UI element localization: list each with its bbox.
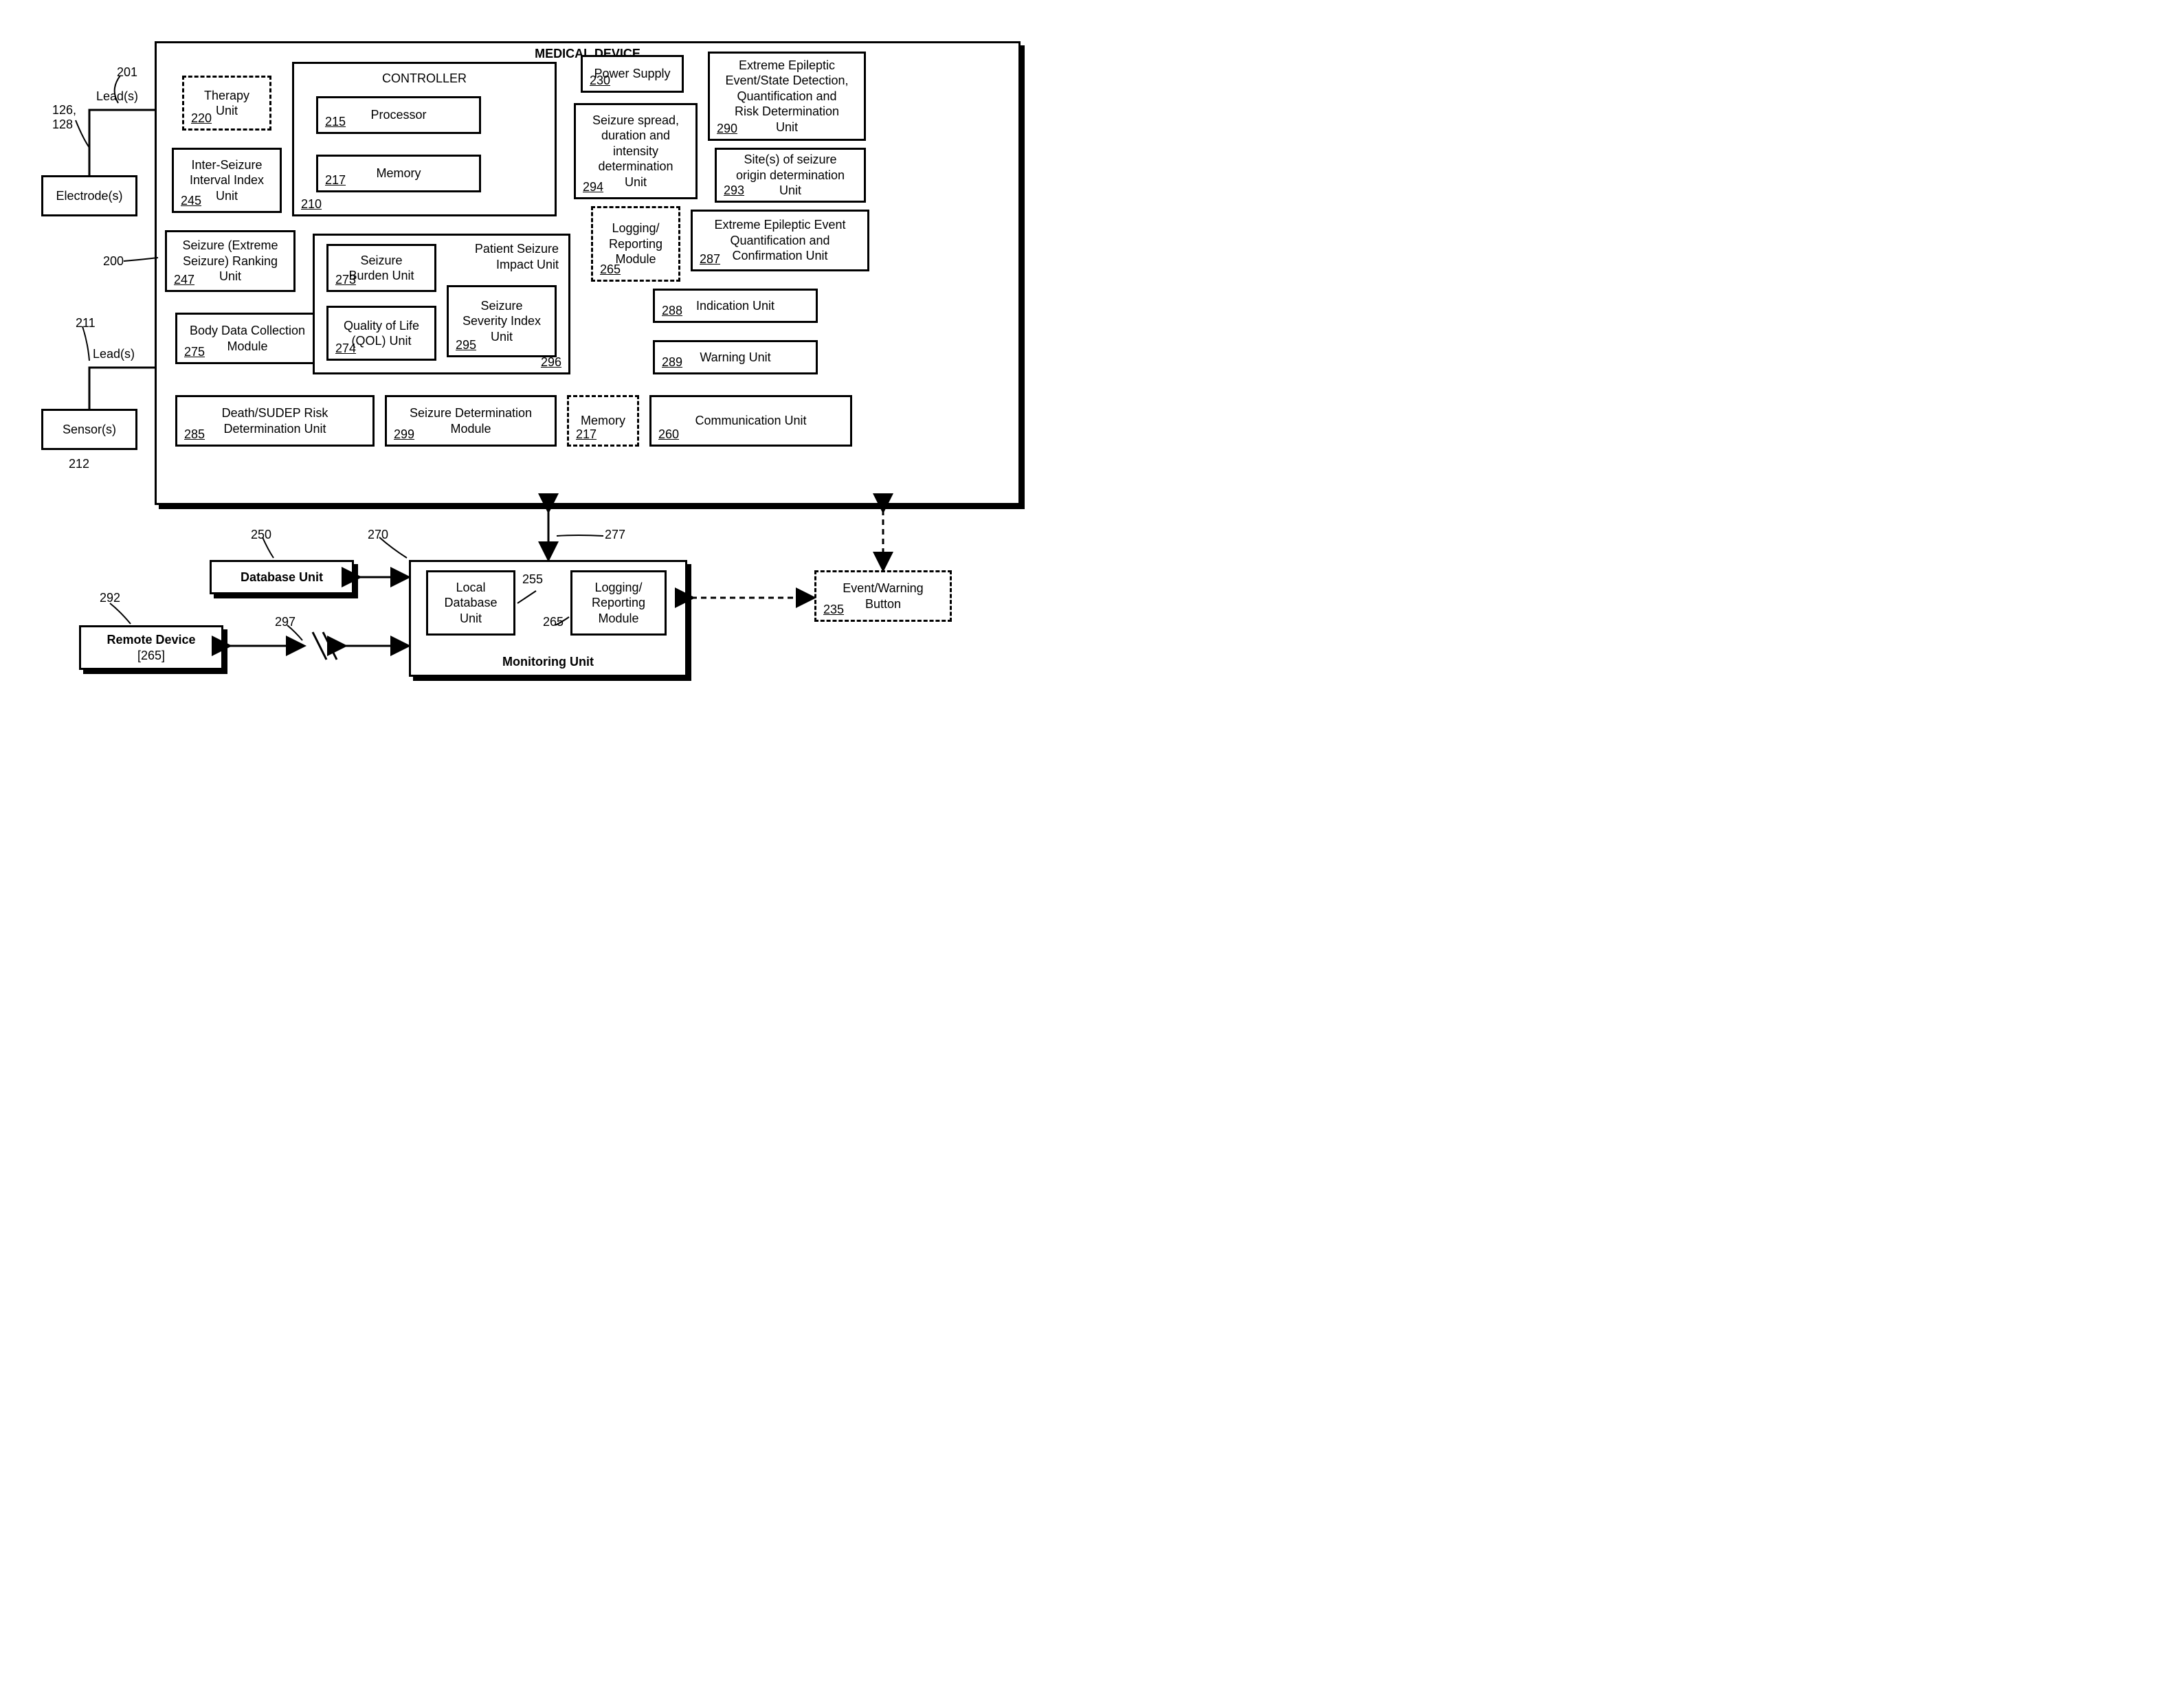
sudep-unit: Death/SUDEP Risk Determination Unit 285 <box>175 395 375 447</box>
sbu: Seizure Burden Unit 273 <box>326 244 436 292</box>
db-ref: 250 <box>251 528 271 542</box>
ssi: Seizure Severity Index Unit 295 <box>447 285 557 357</box>
warning-unit: Warning Unit 289 <box>653 340 818 374</box>
therapy-unit: Therapy Unit 220 <box>182 76 271 131</box>
sites-unit: Site(s) of seizure origin determination … <box>715 148 866 203</box>
lead-label-2: Lead(s) <box>93 347 135 361</box>
sdm: Seizure Determination Module 299 <box>385 395 557 447</box>
remote-ref: 292 <box>100 591 120 605</box>
logrep-module: Logging/ Reporting Module 265 <box>591 206 680 282</box>
rank-unit: Seizure (Extreme Seizure) Ranking Unit 2… <box>165 230 296 292</box>
mon-logrep: Logging/ Reporting Module <box>570 570 667 636</box>
memory2: Memory 217 <box>567 395 639 447</box>
isi-unit: Inter-Seizure Interval Index Unit 245 <box>172 148 282 213</box>
eee-conf: Extreme Epileptic Event Quantification a… <box>691 210 869 271</box>
bdc-module: Body Data Collection Module 275 <box>175 313 320 364</box>
event-warning-button: Event/Warning Button 235 <box>814 570 952 622</box>
mdlink-ref: 277 <box>605 528 625 542</box>
electrode-ref: 126, 128 <box>52 103 76 132</box>
database-unit: Database Unit <box>210 560 354 594</box>
comm-unit: Communication Unit 260 <box>649 395 852 447</box>
processor: Processor 215 <box>316 96 481 134</box>
mon-ref: 270 <box>368 528 388 542</box>
lead-label-1: Lead(s) <box>96 89 138 104</box>
sensor-box: Sensor(s) <box>41 409 137 450</box>
indication-unit: Indication Unit 288 <box>653 289 818 323</box>
electrode-box: Electrode(s) <box>41 175 137 216</box>
eee-detect: Extreme Epileptic Event/State Detection,… <box>708 52 866 141</box>
mon-lr-ref: 265 <box>543 615 564 629</box>
sensor-ref: 212 <box>69 457 89 471</box>
remote-device: Remote Device [265] <box>79 625 223 670</box>
power-supply: Power Supply 230 <box>581 55 684 93</box>
wireless-ref: 297 <box>275 615 296 629</box>
diagram-canvas: MEDICAL DEVICE Electrode(s) 126, 128 Lea… <box>27 27 1045 783</box>
controller: CONTROLLER 210 <box>292 62 557 216</box>
spread-unit: Seizure spread, duration and intensity d… <box>574 103 698 199</box>
ldb-ref: 255 <box>522 572 543 587</box>
lead-ref-2: 211 <box>76 316 96 330</box>
md-ref: 200 <box>103 254 124 269</box>
qol: Quality of Life (QOL) Unit 274 <box>326 306 436 361</box>
local-db-unit: Local Database Unit <box>426 570 515 636</box>
lead-ref-1: 201 <box>117 65 137 80</box>
memory: Memory 217 <box>316 155 481 192</box>
